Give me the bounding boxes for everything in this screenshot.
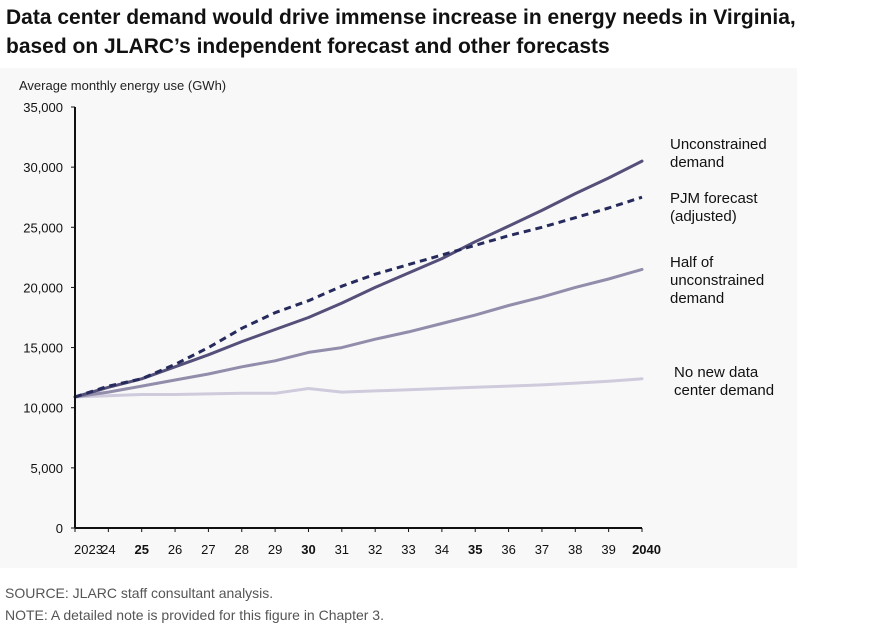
chart-panel	[0, 68, 797, 568]
x-tick-label: 26	[168, 542, 182, 557]
series-label-line: No new data	[674, 364, 759, 381]
x-tick-label: 36	[501, 542, 515, 557]
series-label-line: center demand	[674, 382, 774, 399]
x-tick-label: 29	[268, 542, 282, 557]
x-tick-label: 32	[368, 542, 382, 557]
y-axis-ticks: 0 5,000 10,000 15,000 20,000 25,000 30,000 35,0…	[23, 100, 75, 536]
source-note: SOURCE: JLARC staff consultant analysis.	[5, 585, 274, 601]
series-lines	[73, 159, 644, 399]
y-tick-label: 0	[56, 521, 63, 536]
series-label-pjm: PJM forecast (adjusted)	[670, 190, 758, 225]
series-line-pjm	[74, 195, 643, 399]
x-tick-label: 30	[301, 542, 315, 557]
series-label-line: Half of	[670, 254, 714, 271]
x-tick-label: 33	[401, 542, 415, 557]
series-line-no-new	[73, 377, 644, 399]
series-line-half	[73, 267, 644, 399]
chart-title-line-1: Data center demand would drive immense i…	[6, 6, 796, 29]
y-tick-label: 30,000	[23, 160, 63, 175]
series-label-no-new: No new data center demand	[674, 364, 774, 399]
y-tick-label: 15,000	[23, 341, 63, 356]
x-tick-label: 31	[335, 542, 349, 557]
x-tick-label: 38	[568, 542, 582, 557]
y-tick-label: 35,000	[23, 100, 63, 115]
chart-title-line-2: based on JLARC’s independent forecast an…	[6, 35, 610, 58]
series-label-line: demand	[670, 154, 724, 171]
y-tick-label: 5,000	[30, 461, 63, 476]
series-line-unconstrained	[73, 159, 644, 399]
chart-title: Data center demand would drive immense i…	[6, 3, 876, 61]
x-tick-label: 28	[235, 542, 249, 557]
y-tick-label: 20,000	[23, 280, 63, 295]
y-tick-label: 10,000	[23, 401, 63, 416]
series-label-half: Half of unconstrained demand	[670, 254, 764, 307]
series-label-line: (adjusted)	[670, 208, 737, 225]
x-tick-label: 35	[468, 542, 482, 557]
x-tick-label: 2023	[74, 542, 103, 557]
x-tick-label: 34	[435, 542, 449, 557]
figure-note: NOTE: A detailed note is provided for th…	[5, 607, 384, 623]
x-tick-label: 24	[101, 542, 115, 557]
series-label-line: PJM forecast	[670, 190, 758, 207]
y-tick-label: 25,000	[23, 220, 63, 235]
series-label-line: demand	[670, 290, 724, 307]
x-tick-label: 39	[601, 542, 615, 557]
x-tick-label: 27	[201, 542, 215, 557]
series-label-line: unconstrained	[670, 272, 764, 289]
series-label-unconstrained: Unconstrained demand	[670, 136, 767, 171]
x-tick-label: 2040	[632, 542, 661, 557]
y-axis-title: Average monthly energy use (GWh)	[19, 78, 226, 93]
series-label-line: Unconstrained	[670, 136, 767, 153]
x-tick-label: 25	[134, 542, 148, 557]
x-tick-label: 37	[535, 542, 549, 557]
